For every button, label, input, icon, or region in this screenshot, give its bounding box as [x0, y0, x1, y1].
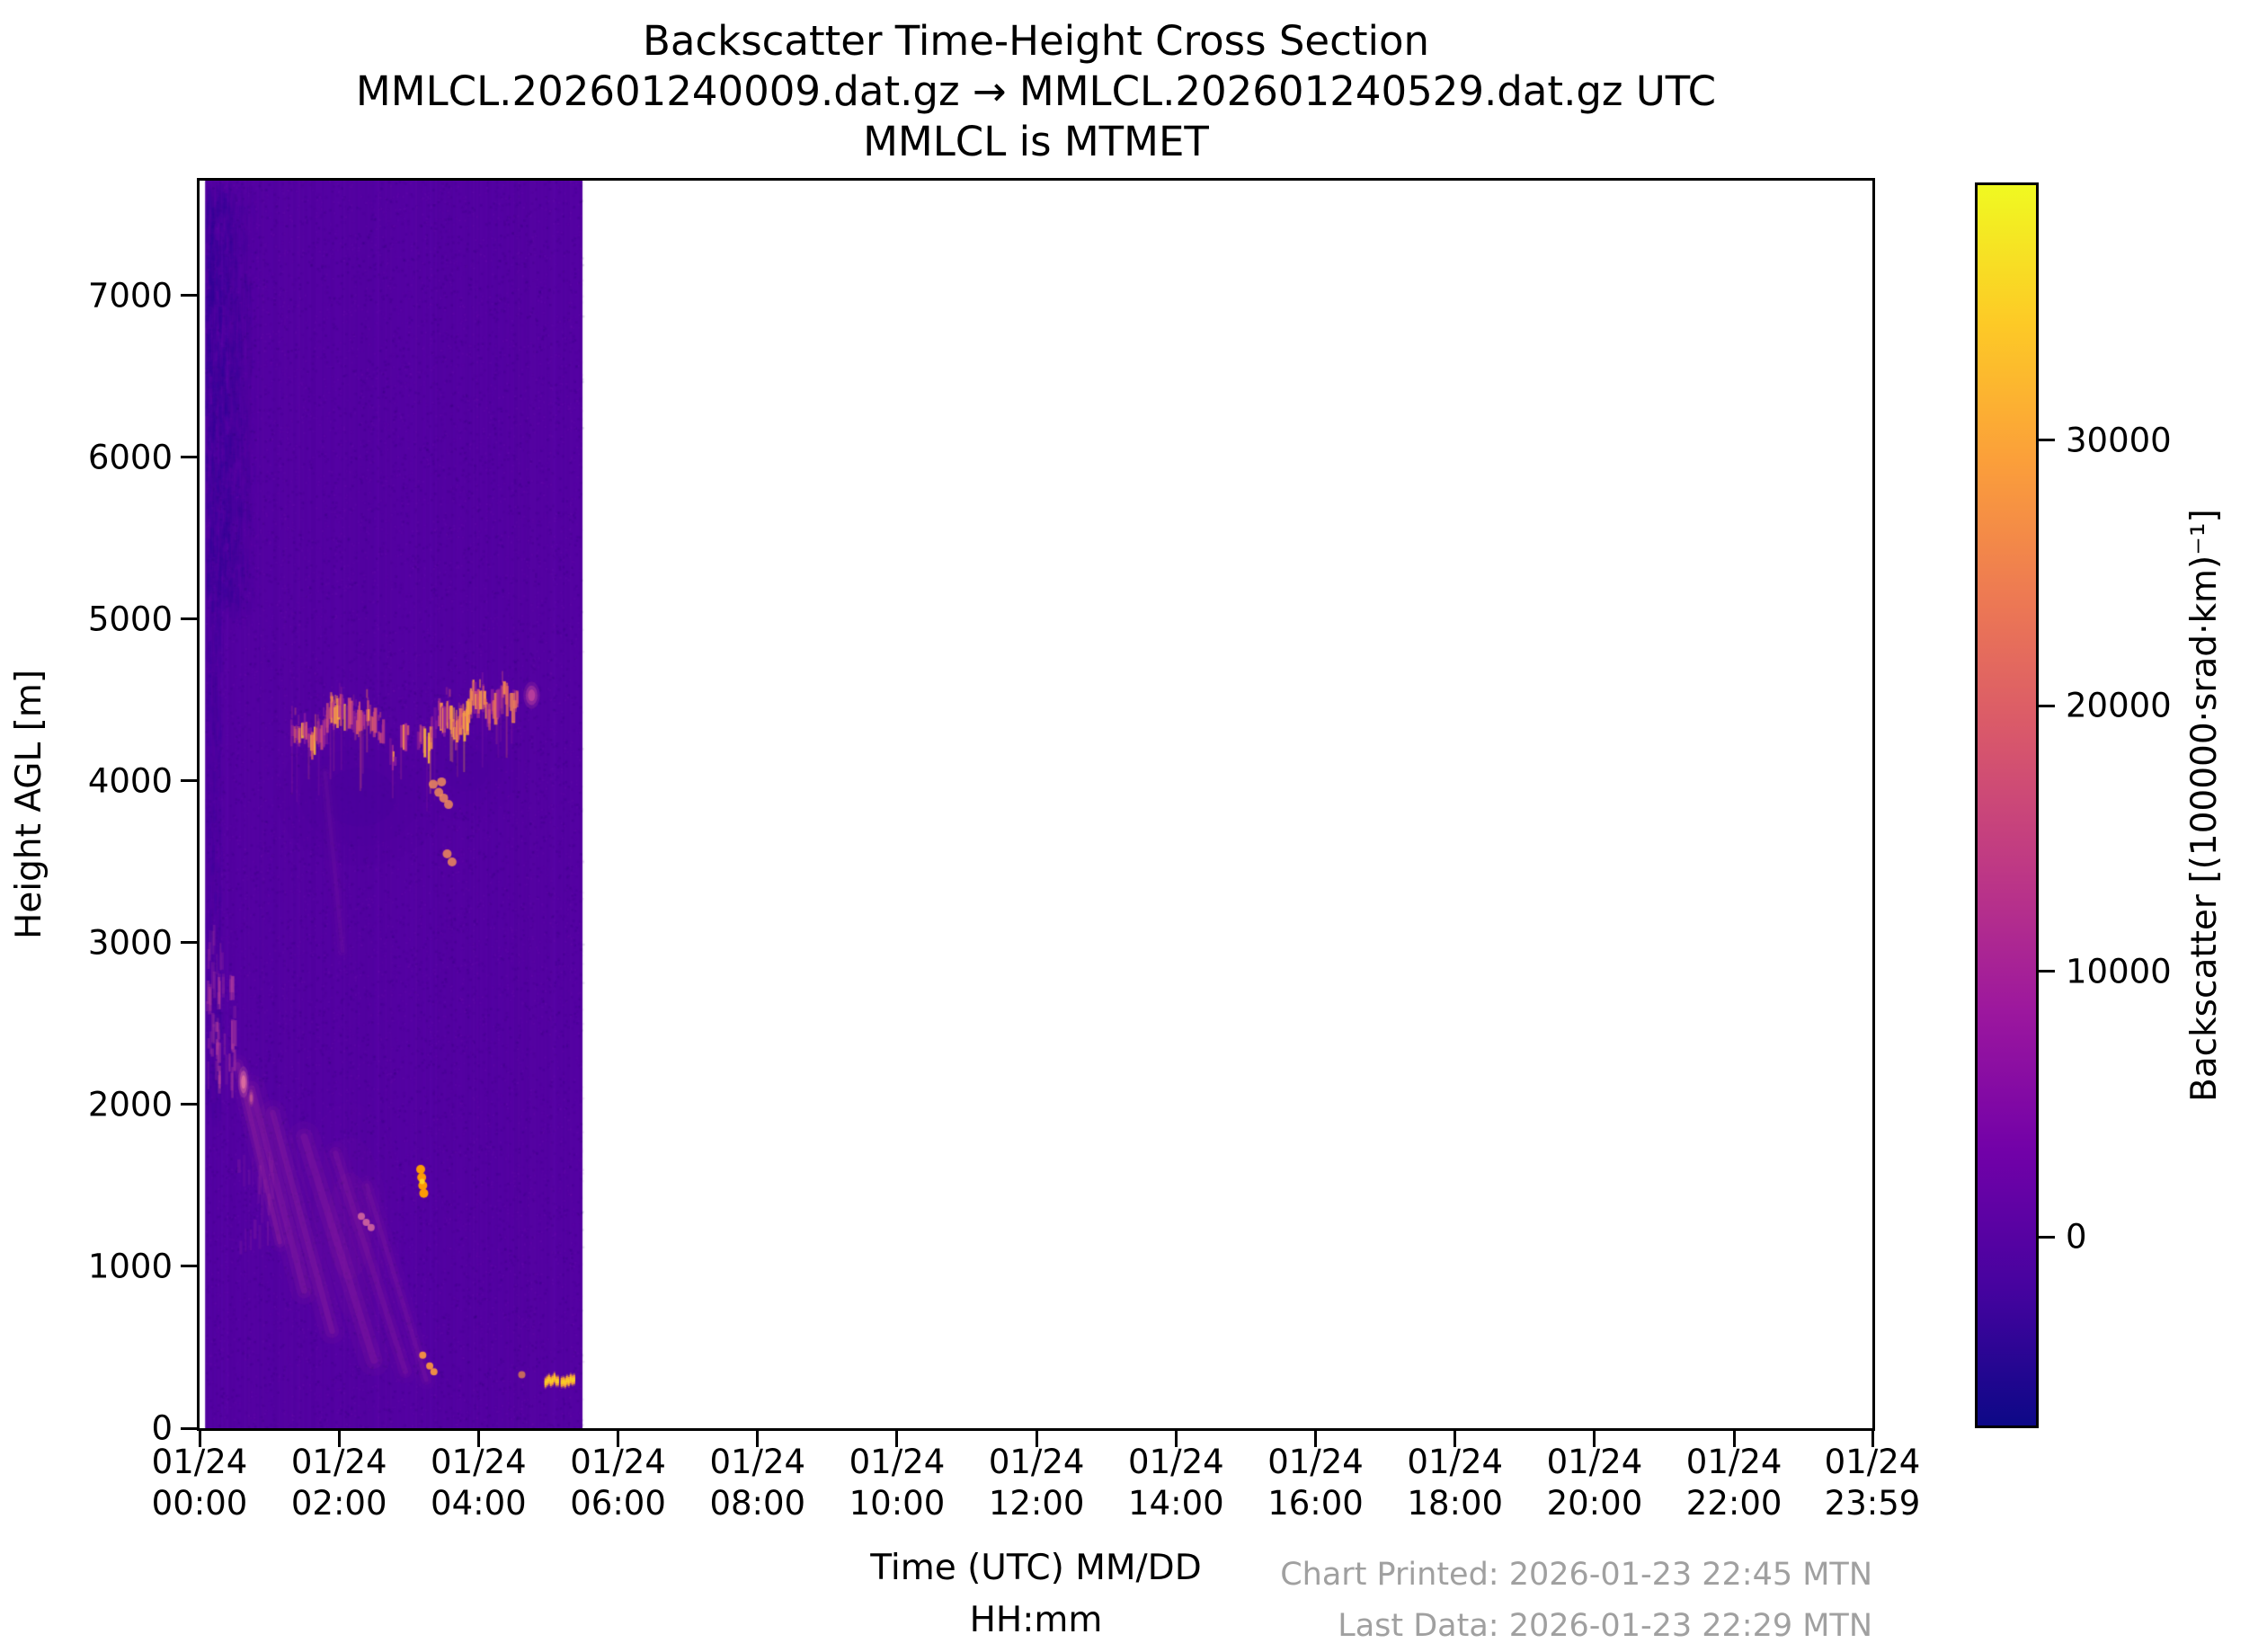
x-tick-date: 01/24 — [1267, 1443, 1364, 1481]
x-tick-date: 01/24 — [431, 1443, 527, 1481]
colorbar-tick-mark — [2039, 439, 2055, 442]
y-tick-label: 0 — [151, 1408, 173, 1448]
chart-title-line2: MMLCL.202601240009.dat.gz → MMLCL.202601… — [355, 67, 1717, 115]
x-tick-date: 01/24 — [290, 1443, 387, 1481]
y-tick-mark — [181, 1103, 197, 1106]
backscatter-heatmap — [200, 181, 1872, 1428]
x-tick-time: 04:00 — [431, 1484, 527, 1523]
x-tick-mark — [1314, 1431, 1318, 1447]
x-axis-label-line2: HH:mm — [969, 1600, 1103, 1640]
x-tick-time: 00:00 — [151, 1484, 248, 1523]
x-tick-mark — [1035, 1431, 1038, 1447]
x-tick-time: 06:00 — [570, 1484, 666, 1523]
x-tick-mark — [1732, 1431, 1736, 1447]
x-tick-label: 01/24 06:00 — [570, 1442, 666, 1524]
y-tick-label: 1000 — [87, 1247, 173, 1286]
x-tick-time: 02:00 — [290, 1484, 387, 1523]
x-tick-mark — [756, 1431, 760, 1447]
x-tick-date: 01/24 — [709, 1443, 806, 1481]
colorbar-tick-mark — [2039, 970, 2055, 973]
y-tick-label: 3000 — [87, 923, 173, 963]
y-tick-mark — [181, 456, 197, 459]
colorbar-tick-mark — [2039, 1235, 2055, 1239]
y-tick-label: 6000 — [87, 438, 173, 477]
x-tick-mark — [1871, 1431, 1874, 1447]
x-tick-time: 14:00 — [1128, 1484, 1224, 1523]
y-tick-mark — [181, 941, 197, 945]
chart-title-line3: MMLCL is MTMET — [863, 118, 1209, 165]
plot-frame — [197, 178, 1875, 1431]
x-tick-time: 23:59 — [1824, 1484, 1921, 1523]
y-tick-mark — [181, 294, 197, 298]
colorbar-tick-label: 30000 — [2066, 421, 2172, 460]
x-tick-date: 01/24 — [988, 1443, 1085, 1481]
x-axis-label-line1: Time (UTC) MM/DD — [870, 1548, 1202, 1588]
x-tick-time: 10:00 — [849, 1484, 946, 1523]
print-info: Chart Printed: 2026-01-23 22:45 MTN Last… — [1079, 1550, 1872, 1652]
x-tick-date: 01/24 — [1407, 1443, 1504, 1481]
x-tick-date: 01/24 — [151, 1443, 248, 1481]
colorbar-tick-label: 0 — [2066, 1217, 2087, 1257]
x-tick-time: 08:00 — [709, 1484, 806, 1523]
y-tick-label: 7000 — [87, 276, 173, 315]
x-axis-label: Time (UTC) MM/DD HH:mm — [200, 1542, 1872, 1647]
x-tick-label: 01/24 00:00 — [152, 1442, 248, 1524]
x-tick-mark — [1593, 1431, 1596, 1447]
x-tick-mark — [895, 1431, 899, 1447]
y-tick-label: 4000 — [87, 761, 173, 801]
y-tick-mark — [181, 617, 197, 621]
x-tick-label: 01/24 02:00 — [291, 1442, 387, 1524]
last-data-text: Last Data: 2026-01-23 22:29 MTN — [1338, 1608, 1872, 1644]
x-tick-label: 01/24 08:00 — [709, 1442, 805, 1524]
x-tick-mark — [198, 1431, 201, 1447]
y-tick-mark — [181, 1426, 197, 1430]
colorbar — [1975, 182, 2039, 1428]
x-tick-date: 01/24 — [1824, 1443, 1921, 1481]
x-tick-time: 18:00 — [1407, 1484, 1504, 1523]
y-tick-mark — [181, 779, 197, 783]
x-tick-mark — [1454, 1431, 1457, 1447]
x-tick-label: 01/24 22:00 — [1686, 1442, 1782, 1524]
x-tick-mark — [1174, 1431, 1178, 1447]
x-tick-label: 01/24 10:00 — [849, 1442, 946, 1524]
colorbar-tick-label: 20000 — [2066, 686, 2172, 725]
x-tick-label: 01/24 23:59 — [1825, 1442, 1921, 1524]
x-tick-date: 01/24 — [1685, 1443, 1782, 1481]
x-tick-time: 12:00 — [988, 1484, 1085, 1523]
colorbar-label: Backscatter [(100000·srad·km)⁻¹] — [2184, 509, 2225, 1102]
x-tick-time: 20:00 — [1546, 1484, 1643, 1523]
x-tick-date: 01/24 — [570, 1443, 666, 1481]
y-tick-mark — [181, 1265, 197, 1268]
x-tick-date: 01/24 — [849, 1443, 946, 1481]
x-tick-mark — [337, 1431, 341, 1447]
colorbar-tick-mark — [2039, 704, 2055, 707]
chart-title-block: Backscatter Time-Height Cross Section MM… — [200, 16, 1872, 167]
chart-printed-text: Chart Printed: 2026-01-23 22:45 MTN — [1280, 1557, 1872, 1593]
colorbar-tick-label: 10000 — [2066, 952, 2172, 991]
x-tick-date: 01/24 — [1546, 1443, 1643, 1481]
x-tick-label: 01/24 04:00 — [431, 1442, 527, 1524]
x-tick-time: 16:00 — [1267, 1484, 1364, 1523]
x-tick-mark — [617, 1431, 620, 1447]
x-tick-label: 01/24 20:00 — [1547, 1442, 1643, 1524]
x-tick-date: 01/24 — [1128, 1443, 1224, 1481]
y-tick-label: 5000 — [87, 600, 173, 639]
x-tick-label: 01/24 14:00 — [1128, 1442, 1224, 1524]
x-tick-label: 01/24 18:00 — [1407, 1442, 1503, 1524]
x-tick-time: 22:00 — [1685, 1484, 1782, 1523]
x-tick-label: 01/24 16:00 — [1267, 1442, 1364, 1524]
chart-title-line1: Backscatter Time-Height Cross Section — [642, 17, 1430, 65]
x-tick-label: 01/24 12:00 — [989, 1442, 1085, 1524]
x-tick-mark — [476, 1431, 480, 1447]
y-tick-label: 2000 — [87, 1085, 173, 1124]
y-axis-label: Height AGL [m] — [9, 669, 49, 940]
